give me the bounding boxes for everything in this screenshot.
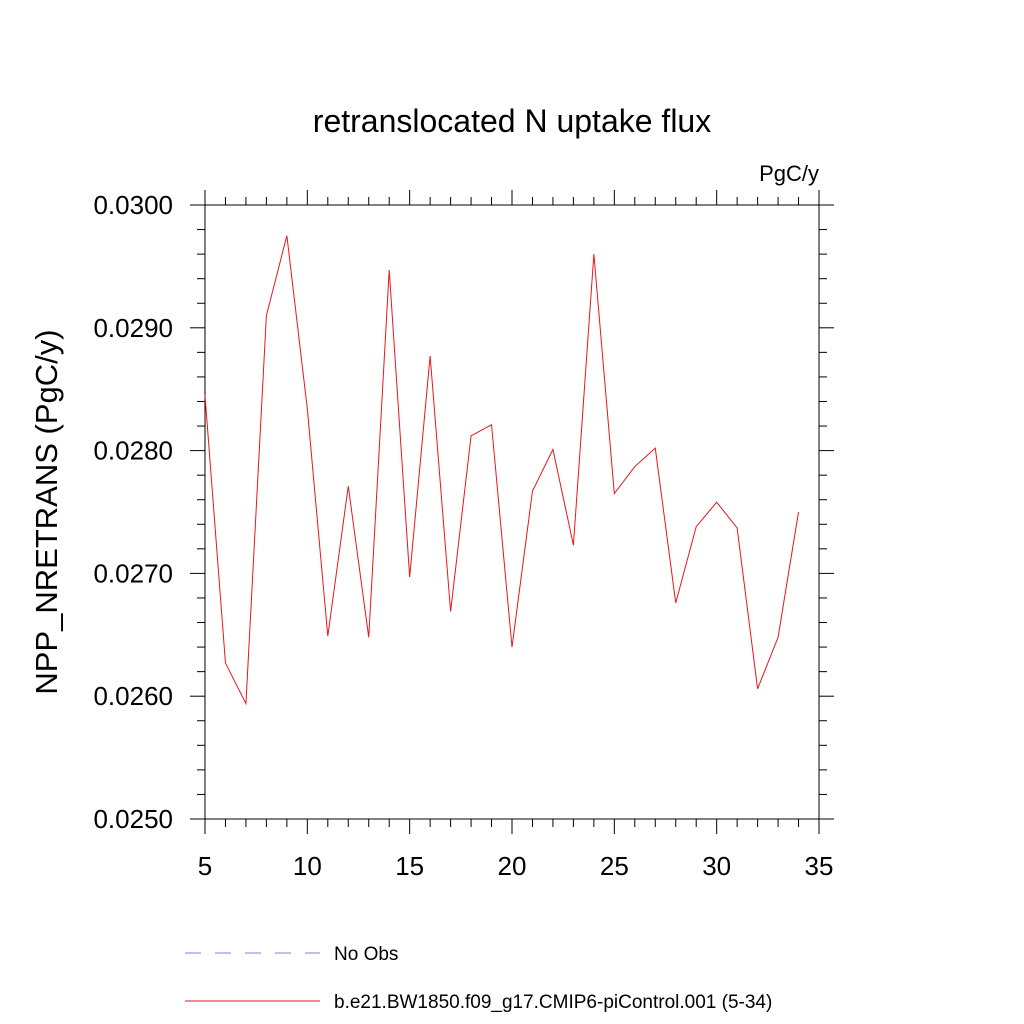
y-tick-label: 0.0270 — [93, 558, 173, 588]
x-tick-label: 20 — [498, 851, 527, 881]
x-tick-label: 35 — [805, 851, 834, 881]
chart-title: retranslocated N uptake flux — [313, 103, 711, 139]
axis-tick-labels: 5 10 15 20 25 30 35 0.0250 0.0260 0.0270 0.0280 0.0… — [93, 190, 833, 881]
x-tick-label: 10 — [293, 851, 322, 881]
series-line — [204, 235, 800, 706]
series-lines — [204, 235, 800, 706]
y-axis-label: NPP_NRETRANS (PgC/y) — [29, 329, 64, 694]
y-tick-label: 0.0260 — [93, 681, 173, 711]
units-label: PgC/y — [759, 161, 819, 186]
legend-label-control-run: b.e21.BW1850.f09_g17.CMIP6-piControl.001… — [334, 992, 772, 1013]
y-tick-label: 0.0250 — [93, 804, 173, 834]
axis-ticks — [190, 190, 834, 834]
x-tick-label: 15 — [395, 851, 424, 881]
legend: No Obs b.e21.BW1850.f09_g17.CMIP6-piCont… — [185, 944, 772, 1013]
y-tick-label: 0.0290 — [93, 313, 173, 343]
y-tick-label: 0.0280 — [93, 436, 173, 466]
plot-frame — [204, 204, 820, 820]
x-tick-label: 30 — [702, 851, 731, 881]
x-tick-label: 25 — [600, 851, 629, 881]
legend-label-no-obs: No Obs — [334, 944, 398, 965]
y-tick-label: 0.0300 — [93, 190, 173, 220]
x-tick-label: 5 — [198, 851, 212, 881]
